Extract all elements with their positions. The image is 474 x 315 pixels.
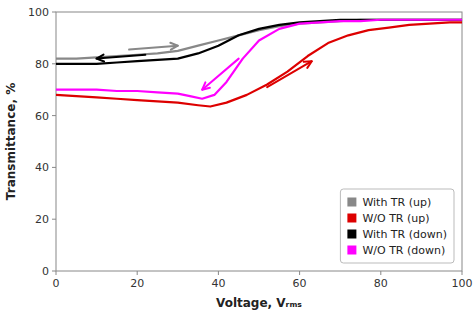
y-axis-label: Transmittance, % [4,83,18,200]
arrow-head [170,43,177,50]
x-tick-label: 60 [293,277,307,290]
y-tick-label: 40 [35,161,49,174]
series-line [56,20,462,99]
x-tick-label: 0 [53,277,60,290]
arrow [267,61,312,87]
plot-area [56,20,462,107]
x-tick-label: 40 [211,277,225,290]
y-tick-label: 80 [35,58,49,71]
x-tick [218,271,219,275]
x-tick [137,271,138,275]
legend-label: With TR (up) [362,196,431,209]
legend-swatch [347,198,356,207]
y-tick [52,271,56,272]
y-tick [52,12,56,13]
legend-label: With TR (down) [362,228,447,241]
arrow-head [304,61,312,68]
y-tick-label: 60 [35,110,49,123]
y-tick-label: 0 [42,265,49,278]
legend-swatch [347,246,356,255]
x-tick-label: 80 [374,277,388,290]
y-tick-label: 20 [35,213,49,226]
legend-box [340,189,454,263]
arrow [129,43,178,50]
y-tick [52,167,56,168]
arrow [97,55,146,62]
axes: 0 20 40 60 80 100 0 20 40 60 80 100 [28,6,473,290]
legend-swatch [347,214,356,223]
arrow-shaft [267,61,312,87]
x-tick [380,271,381,275]
y-tick [52,219,56,220]
legend-label: W/O TR (up) [362,212,429,225]
legend: With TR (up) W/O TR (up) With TR (down) W/O… [340,189,454,263]
series-line [56,22,462,106]
chart: 0 20 40 60 80 100 0 20 40 60 80 100 Voltage, Vᵣₘₛ Tra… [0,0,474,315]
legend-label: W/O TR (down) [362,244,445,257]
y-tick-label: 100 [28,6,49,19]
arrow [202,59,239,90]
arrow-head [97,55,104,62]
plot-frame [56,12,462,271]
x-tick [56,271,57,275]
arrow-shaft [202,59,239,90]
x-tick [462,271,463,275]
arrow-head [202,82,210,89]
x-axis-label: Voltage, Vᵣₘₛ [216,296,302,310]
x-tick-label: 100 [452,277,473,290]
y-tick [52,63,56,64]
x-tick-label: 20 [130,277,144,290]
legend-swatch [347,230,356,239]
x-tick [299,271,300,275]
y-tick [52,115,56,116]
